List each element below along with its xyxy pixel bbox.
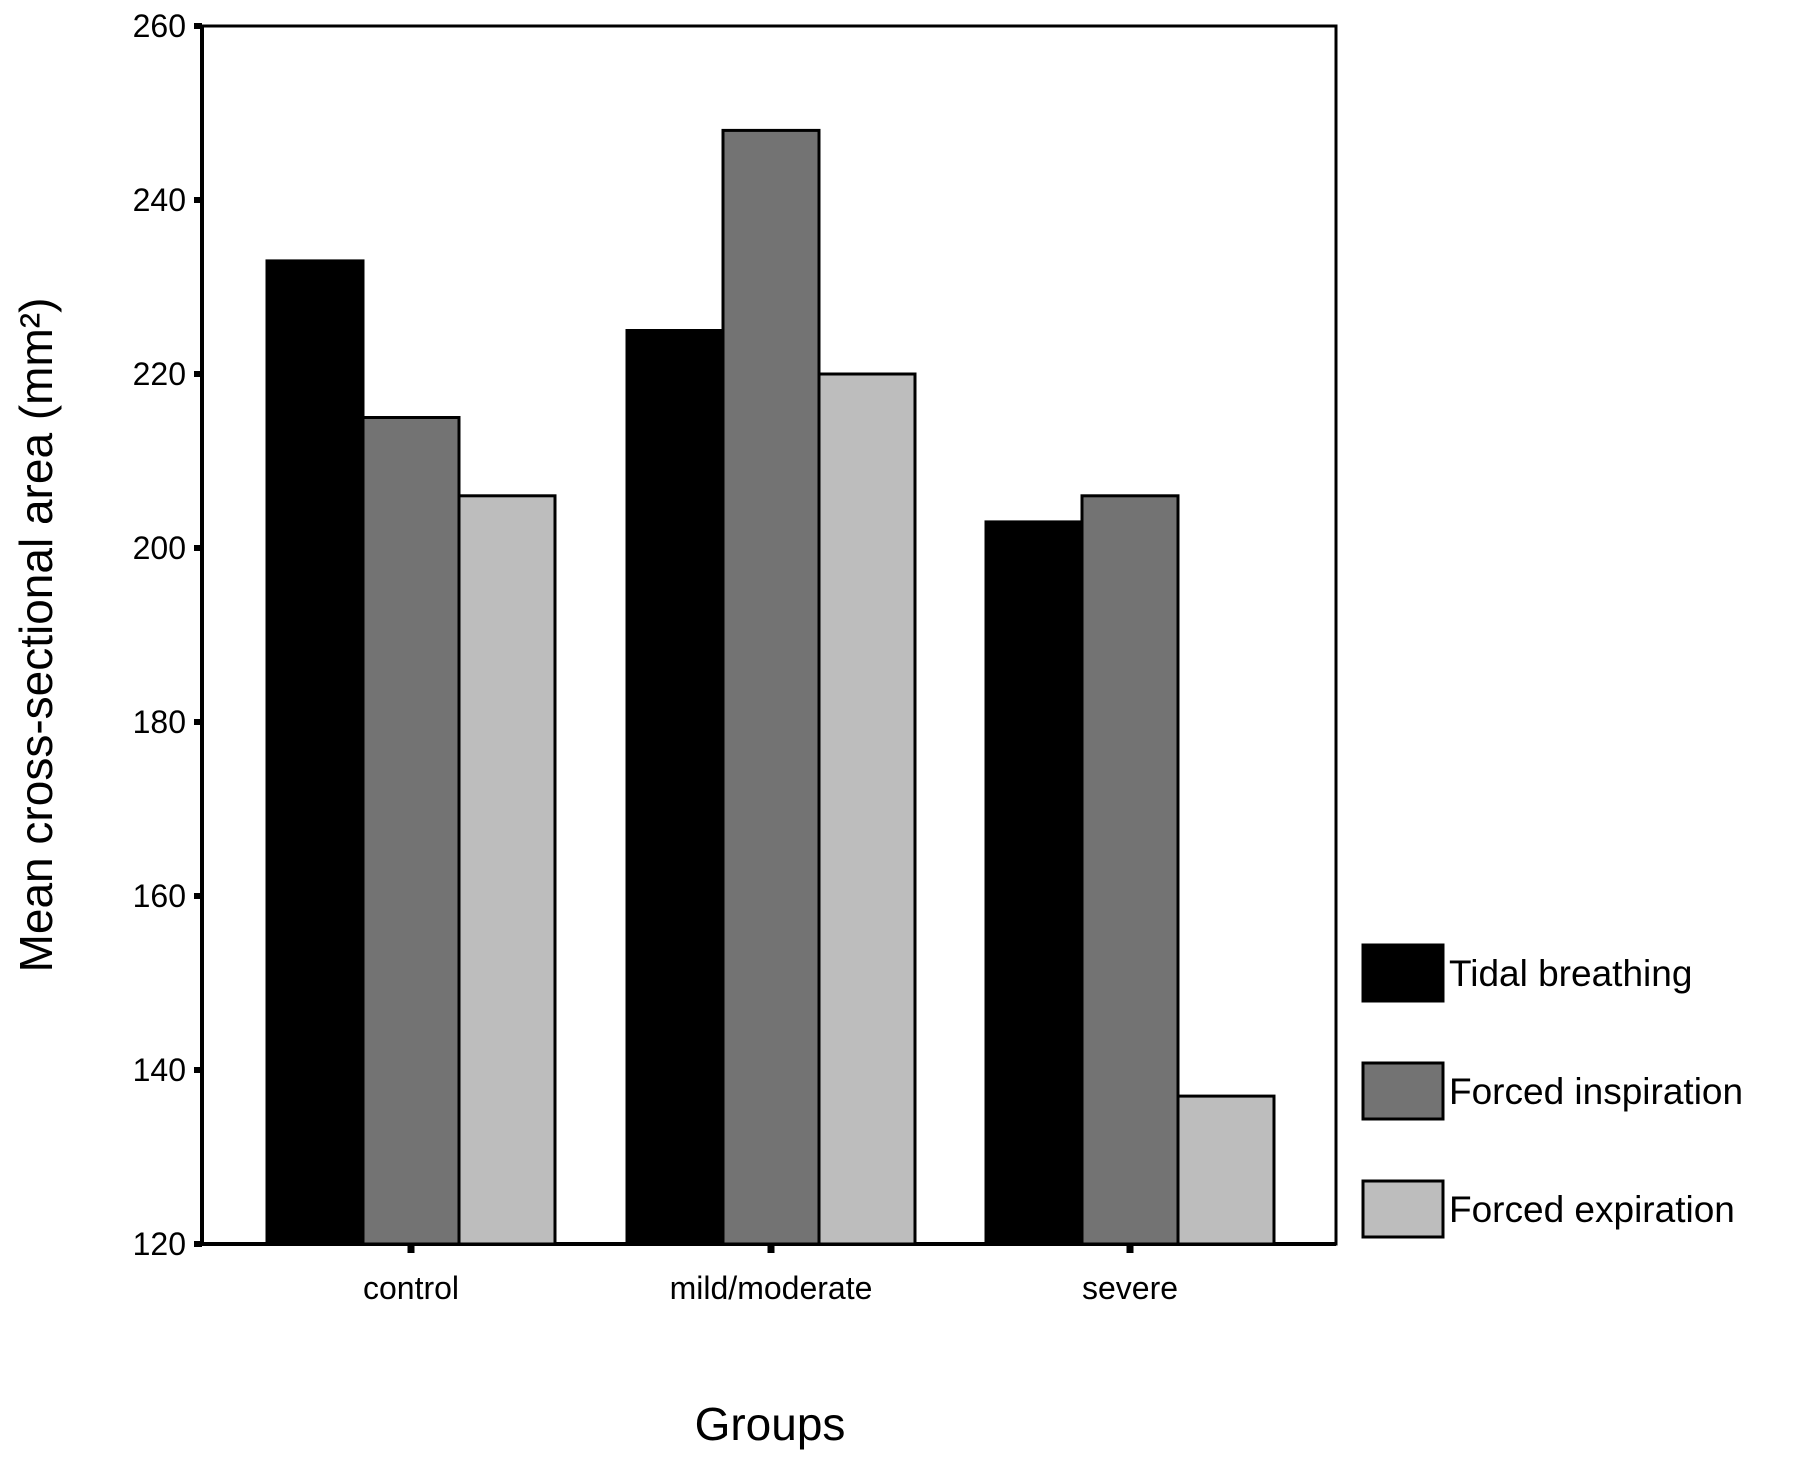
y-tick-label: 180	[133, 704, 186, 740]
y-tick-label: 200	[133, 530, 186, 566]
bar-forced-expiration-control	[457, 494, 557, 1246]
y-tick-label: 120	[133, 1226, 186, 1262]
x-axis-title: Groups	[695, 1398, 846, 1450]
y-tick-label: 220	[133, 356, 186, 392]
y-tick-label: 140	[133, 1052, 186, 1088]
y-axis-ticks: 120 140 160 180 200 220 240 260	[133, 8, 202, 1262]
y-tick-label: 260	[133, 8, 186, 44]
x-tick-label: control	[363, 1270, 459, 1306]
bar-tidal-breathing-severe	[984, 520, 1084, 1246]
legend-swatch	[1361, 1179, 1445, 1239]
bar-forced-inspiration-control	[361, 416, 461, 1246]
y-axis-title: Mean cross-sectional area (mm²)	[10, 298, 62, 973]
legend-swatch	[1361, 1061, 1445, 1121]
y-tick-label: 160	[133, 878, 186, 914]
bar-forced-inspiration-mild-moderate	[721, 128, 821, 1246]
x-tick-label: mild/moderate	[670, 1270, 873, 1306]
x-tick-label: severe	[1082, 1270, 1178, 1306]
bars	[265, 128, 1276, 1246]
y-tick-label: 240	[133, 182, 186, 218]
bar-forced-expiration-severe	[1176, 1094, 1276, 1246]
bar-forced-expiration-mild-moderate	[817, 372, 917, 1246]
legend: Tidal breathing Forced inspiration Forced …	[1361, 943, 1743, 1239]
legend-label: Forced inspiration	[1449, 1071, 1743, 1112]
legend-label: Tidal breathing	[1449, 953, 1692, 994]
legend-swatch	[1361, 943, 1445, 1003]
bar-tidal-breathing-control	[265, 259, 365, 1246]
bar-tidal-breathing-mild-moderate	[625, 329, 725, 1246]
bar-forced-inspiration-severe	[1080, 494, 1180, 1246]
legend-label: Forced expiration	[1449, 1189, 1735, 1230]
x-axis-ticks: control mild/moderate severe	[363, 1244, 1178, 1306]
